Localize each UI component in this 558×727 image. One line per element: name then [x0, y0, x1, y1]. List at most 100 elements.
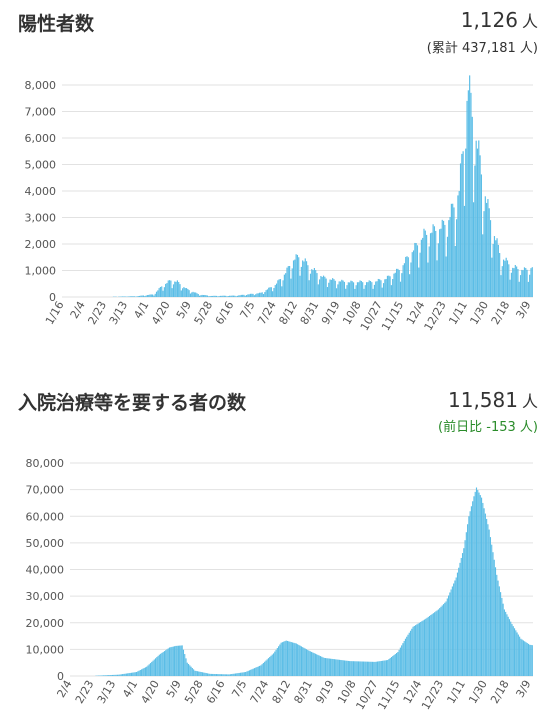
bar [418, 622, 420, 676]
bar [298, 644, 300, 676]
y-tick-label: 8,000 [25, 79, 57, 92]
bar [360, 661, 362, 676]
bar [396, 653, 398, 676]
bar [202, 295, 205, 297]
bar [157, 655, 159, 676]
bar [522, 270, 524, 297]
bar [309, 651, 311, 676]
bar [342, 660, 344, 676]
bar [304, 258, 306, 297]
bar [167, 648, 169, 676]
bar [285, 273, 287, 297]
bar [323, 657, 325, 676]
bar [364, 285, 366, 297]
bar [264, 292, 266, 297]
bar [187, 664, 190, 676]
bar [262, 294, 265, 297]
bar [405, 256, 407, 297]
bar [376, 281, 378, 297]
bar [314, 653, 316, 676]
bar [431, 232, 433, 297]
bar [182, 288, 184, 297]
positive-cases-panel: 陽性者数 1,126 人 (累計 437,181 人) 0 1,000 2,000 3,… [0, 0, 558, 340]
bar [354, 288, 356, 297]
bar [267, 658, 270, 676]
value-number: 1,126 [460, 8, 518, 32]
bar [379, 661, 381, 676]
bar [377, 278, 379, 297]
bar [198, 671, 200, 676]
bar [483, 508, 485, 676]
bars [112, 75, 533, 298]
bar [302, 260, 304, 297]
bar [526, 643, 528, 676]
bar [393, 655, 395, 676]
bar [416, 624, 418, 676]
bar [487, 199, 489, 297]
bar [152, 660, 154, 676]
bar [507, 616, 509, 676]
bar [531, 645, 533, 676]
bar [469, 75, 471, 297]
bar [196, 671, 198, 676]
bar [172, 646, 174, 676]
note-value: 437,181 [462, 41, 516, 56]
bar [239, 295, 241, 297]
bar [513, 628, 516, 676]
bar [123, 673, 125, 676]
bar [176, 280, 178, 297]
bar [238, 672, 240, 676]
bar [281, 286, 283, 297]
bar [482, 234, 484, 297]
bar [109, 675, 111, 676]
bar [232, 295, 235, 297]
bar [505, 611, 507, 676]
bar [418, 267, 420, 297]
bar [184, 654, 186, 676]
x-tick-label: 7/5 [229, 678, 249, 700]
bar [406, 636, 408, 676]
bar [431, 614, 433, 676]
bar [371, 282, 373, 297]
bar [199, 671, 201, 676]
bar [500, 592, 502, 676]
bar [142, 295, 145, 297]
bar [512, 267, 514, 297]
bar [394, 654, 396, 676]
bar [130, 672, 133, 676]
bar [290, 642, 292, 676]
bar [226, 674, 228, 676]
bar [309, 273, 312, 297]
bar [435, 611, 437, 676]
bar [347, 660, 349, 676]
bar [250, 669, 252, 676]
bar [293, 642, 295, 676]
bar [168, 647, 171, 676]
bar [454, 580, 456, 676]
bar [295, 643, 297, 676]
note-unit: 人 [519, 41, 533, 56]
bar [242, 294, 244, 297]
bar [441, 605, 443, 676]
bar [498, 586, 500, 676]
bar [290, 278, 292, 297]
bar [305, 261, 308, 297]
note-open: ( [426, 41, 432, 56]
cumulative-note: (累計 437,181 人) [427, 37, 538, 56]
bar [139, 670, 141, 676]
bar [247, 294, 249, 297]
bar [364, 661, 366, 676]
bar [257, 666, 259, 676]
bar [115, 674, 117, 676]
bar [506, 260, 509, 297]
bar [146, 666, 148, 676]
bar [167, 280, 169, 297]
bar [240, 294, 242, 297]
bar [453, 583, 455, 676]
bar [317, 654, 319, 676]
bar [365, 661, 367, 676]
bar [470, 506, 472, 676]
bar [455, 577, 457, 676]
bar [144, 667, 146, 676]
bar [195, 670, 197, 676]
